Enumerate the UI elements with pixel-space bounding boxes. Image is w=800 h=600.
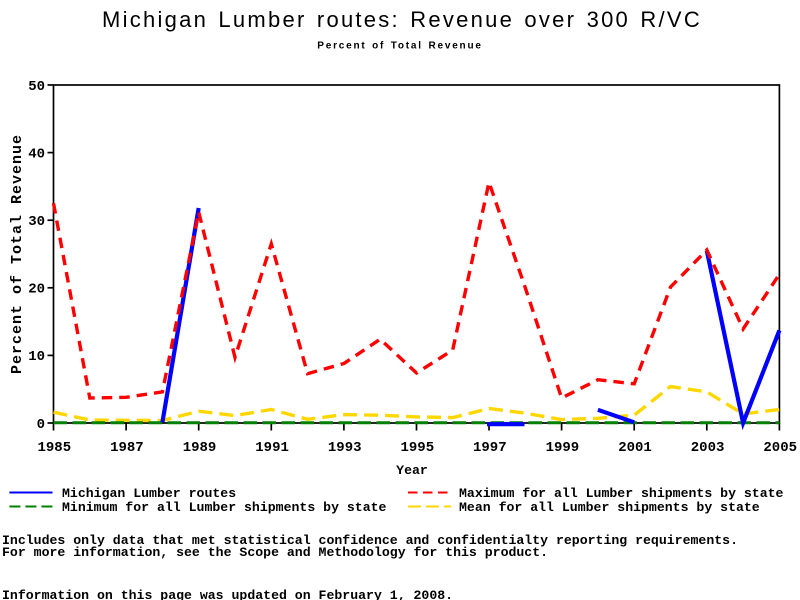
- svg-text:1989: 1989: [183, 440, 217, 456]
- svg-text:2003: 2003: [691, 440, 725, 456]
- svg-text:Maximum for all Lumber shipmen: Maximum for all Lumber shipments by stat…: [459, 486, 784, 501]
- svg-text:1985: 1985: [37, 440, 71, 456]
- svg-text:40: 40: [28, 146, 45, 162]
- svg-text:10: 10: [28, 349, 45, 365]
- svg-text:1997: 1997: [473, 440, 507, 456]
- svg-text:1999: 1999: [546, 440, 580, 456]
- svg-text:Percent of Total Revenue: Percent of Total Revenue: [9, 134, 26, 374]
- svg-text:1995: 1995: [400, 440, 434, 456]
- svg-text:30: 30: [28, 214, 45, 230]
- svg-text:Michigan Lumber routes: Michigan Lumber routes: [62, 486, 236, 501]
- svg-text:Year: Year: [396, 463, 428, 478]
- svg-text:For more information, see the: For more information, see the Scope and …: [2, 545, 548, 560]
- svg-text:1993: 1993: [328, 440, 362, 456]
- svg-text:0: 0: [37, 417, 45, 433]
- svg-text:2005: 2005: [763, 440, 797, 456]
- svg-text:50: 50: [28, 79, 45, 95]
- svg-text:Percent of Total Revenue: Percent of Total Revenue: [317, 41, 483, 52]
- svg-text:Minimum for all Lumber shipmen: Minimum for all Lumber shipments by stat…: [62, 500, 387, 515]
- svg-text:1987: 1987: [110, 440, 144, 456]
- svg-text:20: 20: [28, 282, 45, 298]
- svg-text:Michigan Lumber routes: Revenu: Michigan Lumber routes: Revenue over 300…: [102, 7, 702, 32]
- svg-text:Includes only data that met st: Includes only data that met statistical …: [2, 533, 738, 548]
- svg-text:Mean for all Lumber shipments: Mean for all Lumber shipments by state: [459, 500, 760, 515]
- svg-text:Information on this page was u: Information on this page was updated on …: [2, 588, 453, 600]
- svg-text:1991: 1991: [255, 440, 289, 456]
- svg-text:2001: 2001: [618, 440, 652, 456]
